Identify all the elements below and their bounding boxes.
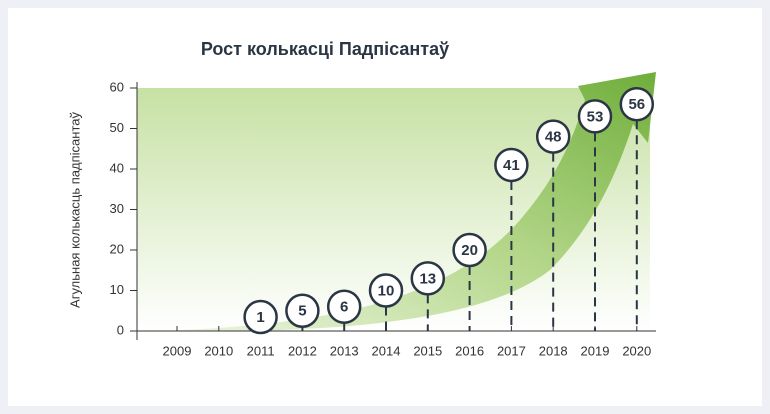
data-label: 20 [461,242,478,259]
marker: 41 [495,149,527,181]
marker: 20 [454,234,486,266]
chart: Рост колькасці Падпісантаў Агульная коль… [0,0,770,414]
y-axis-label: Агульная колькасць падпісантаў [67,112,82,308]
x-tick-label: 2010 [204,343,233,358]
x-tick-label: 2017 [497,343,526,358]
x-tick-label: 2016 [455,343,484,358]
y-tick-label: 0 [117,322,124,337]
x-tick-label: 2015 [413,343,442,358]
y-tick-label: 60 [110,79,124,94]
data-label: 41 [503,157,520,174]
marker: 13 [412,262,444,294]
x-tick-label: 2011 [247,343,275,358]
marker: 48 [537,121,569,153]
x-tick-label: 2014 [372,343,401,358]
marker: 10 [370,275,402,307]
data-label: 6 [340,299,348,316]
x-tick-label: 2019 [581,343,610,358]
data-label: 56 [628,96,645,113]
data-label: 5 [298,303,306,320]
data-label: 10 [378,282,395,299]
page: Рост колькасці Падпісантаў Агульная коль… [0,0,770,414]
data-label: 53 [587,108,604,125]
y-tick-label: 30 [110,201,124,216]
x-tick-label: 2012 [288,343,317,358]
x-tick-label: 2009 [163,343,192,358]
data-label: 13 [419,270,436,287]
y-tick-label: 50 [110,120,124,135]
data-label: 1 [256,309,264,326]
marker: 53 [579,100,611,132]
marker: 56 [621,88,653,120]
y-tick-label: 10 [110,282,124,297]
marker: 1 [245,301,277,333]
x-tick-label: 2013 [330,343,359,358]
marker: 5 [286,295,318,327]
x-tick-label: 2020 [622,343,651,358]
x-tick-label: 2018 [539,343,568,358]
marker: 6 [328,291,360,323]
y-tick-label: 20 [110,241,124,256]
y-tick-label: 40 [110,160,124,175]
data-label: 48 [545,129,562,146]
chart-title: Рост колькасці Падпісантаў [201,39,449,59]
